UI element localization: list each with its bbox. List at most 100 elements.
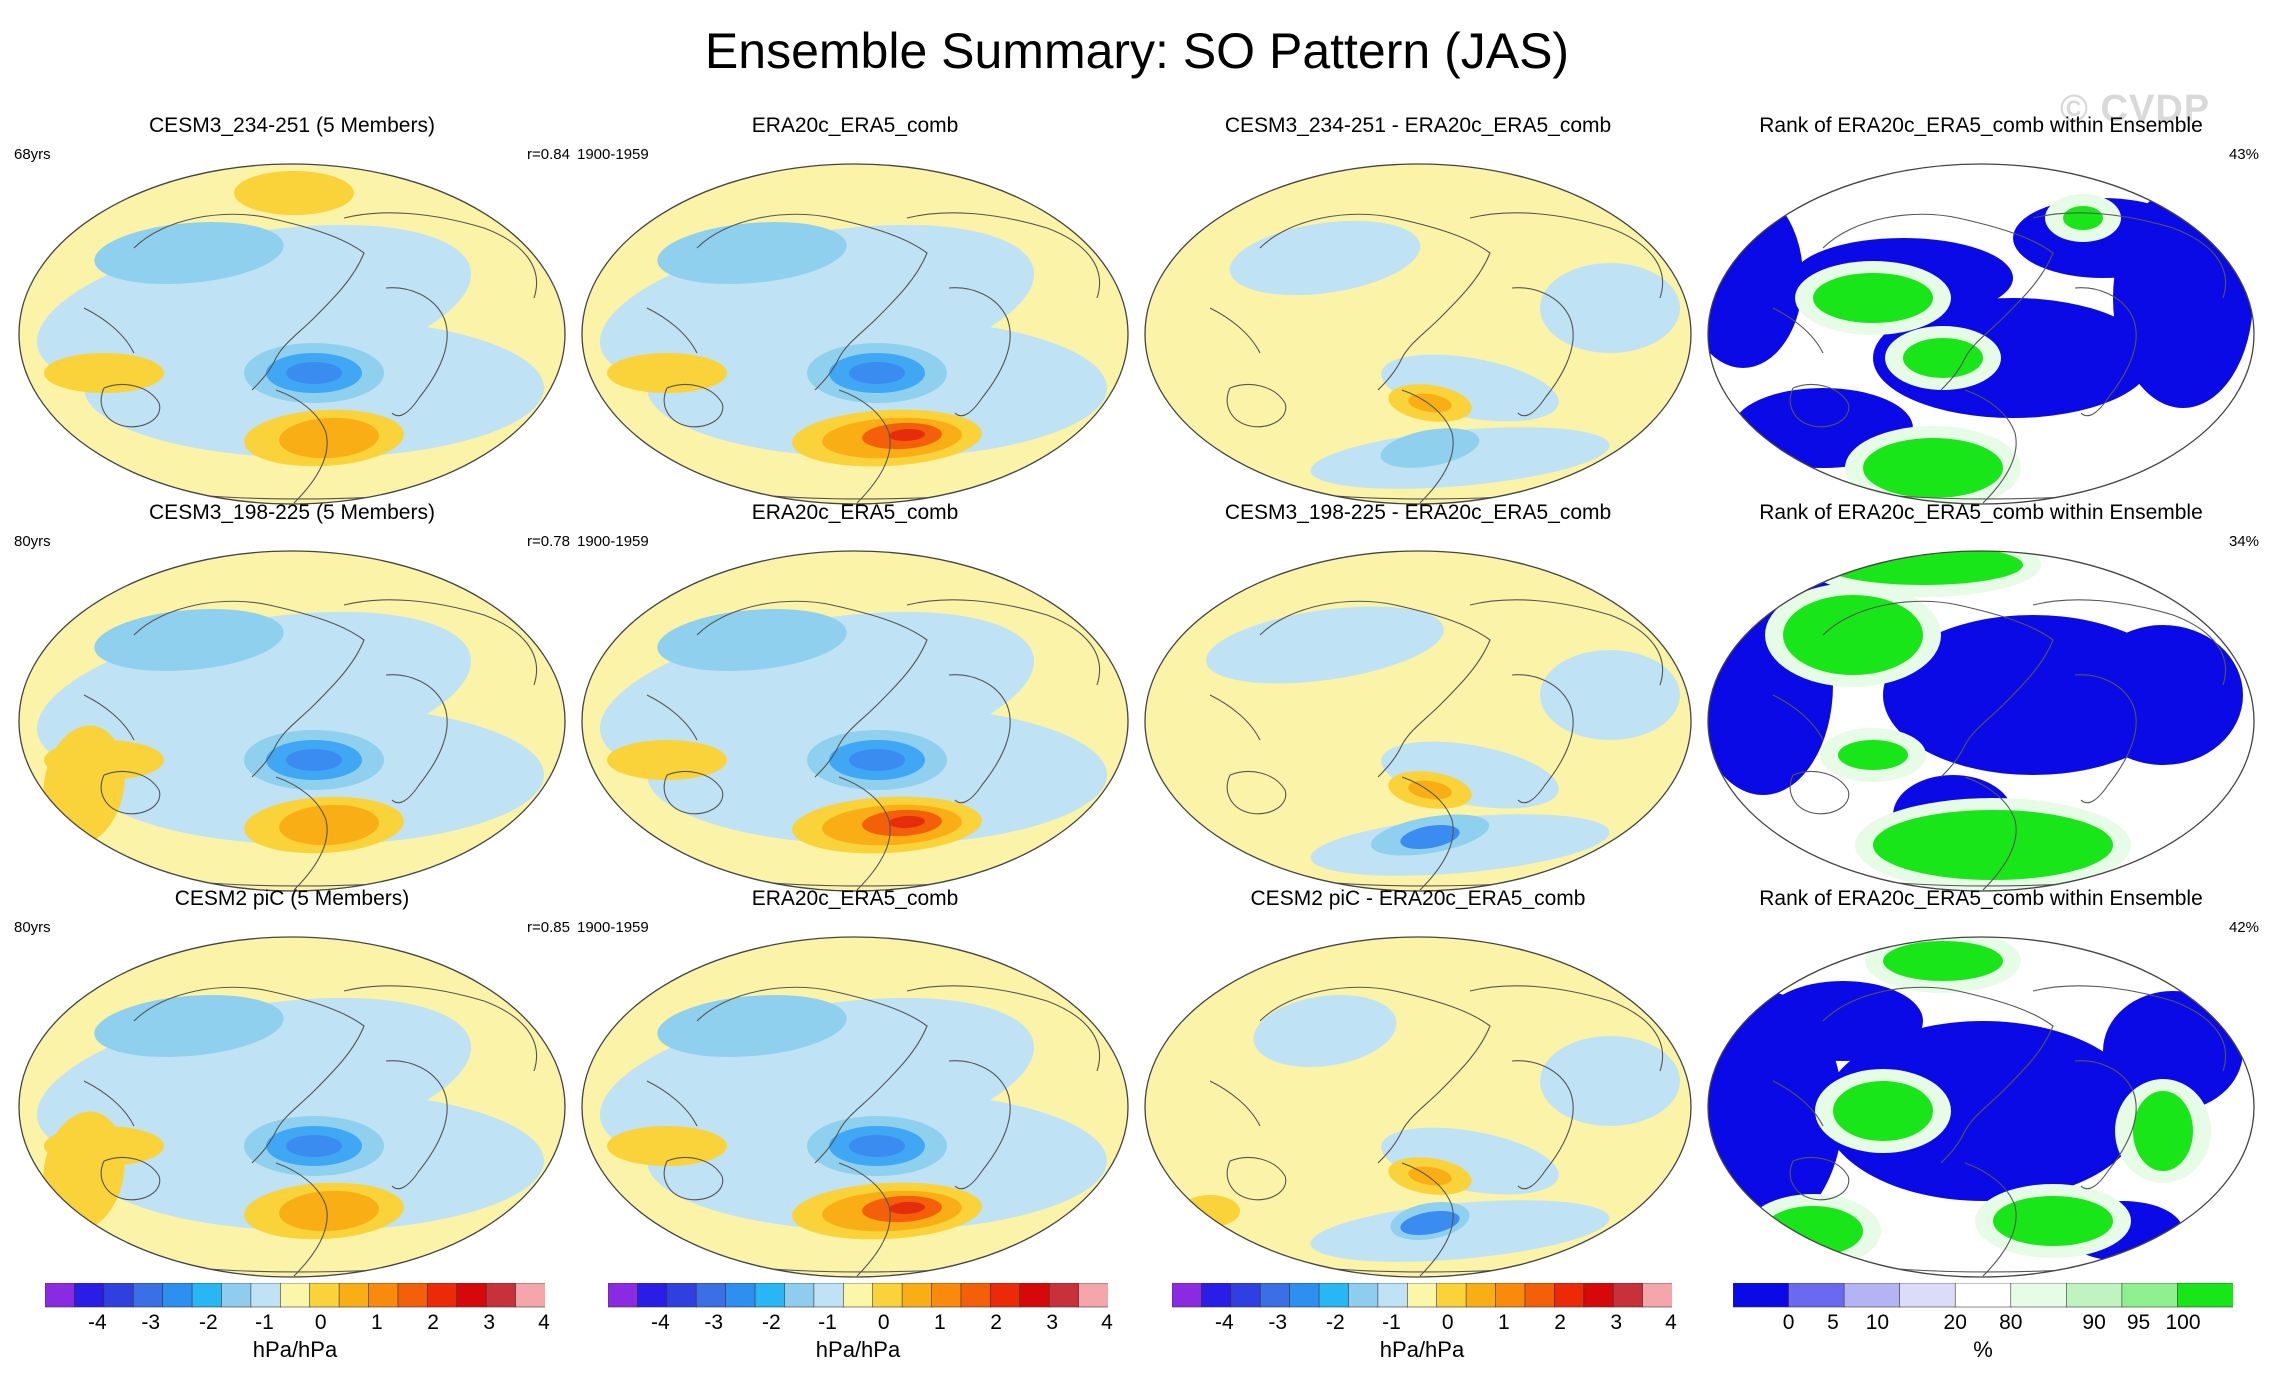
coastline xyxy=(696,986,928,1164)
rank-high-region xyxy=(1813,273,1933,323)
colorbar-swatches xyxy=(607,1282,1109,1308)
colorbar-tick-label: -3 xyxy=(1268,1311,1288,1334)
colorbar-swatch xyxy=(309,1282,340,1308)
panel-title: ERA20c_ERA5_comb xyxy=(751,501,959,524)
colorbar-tick-label: 90 xyxy=(2082,1311,2106,1334)
colorbar-swatch xyxy=(1377,1282,1409,1308)
positive-anomaly xyxy=(1408,393,1452,413)
colorbar-tick-label: 2 xyxy=(990,1311,1002,1334)
colorbar-tick-label: -3 xyxy=(704,1311,724,1334)
coastline xyxy=(906,985,1101,1072)
colorbar-swatch xyxy=(1788,1282,1845,1308)
coastline xyxy=(385,287,448,417)
coastline xyxy=(1822,213,2054,391)
rank-high-region xyxy=(1838,740,1908,770)
panel-left-annotation: 80yrs xyxy=(14,919,51,936)
colorbar-tick-label: 1 xyxy=(1498,1311,1510,1334)
colorbar-swatch xyxy=(132,1282,164,1308)
positive-anomaly xyxy=(607,353,727,393)
colorbar-tick-label: 4 xyxy=(1101,1311,1113,1334)
colorbar-tick-label: 3 xyxy=(483,1311,496,1334)
colorbar-units: hPa/hPa xyxy=(252,1337,338,1362)
map-plot xyxy=(1144,163,1692,505)
colorbar-swatch xyxy=(666,1282,698,1308)
positive-anomaly xyxy=(279,417,379,459)
coastline xyxy=(1259,600,1491,778)
panel-title: Rank of ERA20c_ERA5_comb within Ensemble xyxy=(1759,887,2203,910)
colorbar-tick-label: 5 xyxy=(1827,1311,1839,1334)
colorbar-swatch xyxy=(1436,1282,1467,1308)
negative-anomaly xyxy=(1540,1036,1680,1126)
negative-anomaly xyxy=(1540,650,1680,740)
obs-panel-1: ERA20c_ERA5_comb 1900-1959 xyxy=(577,114,1133,510)
ensemble-panel-1: CESM3_234-251 (5 Members) 68yrs r=0.84 xyxy=(14,114,570,510)
rank-high-region xyxy=(2063,206,2103,230)
map-border xyxy=(1707,936,2255,1278)
colorbar-swatch xyxy=(456,1282,487,1308)
colorbar-tick-label: 80 xyxy=(1999,1311,2023,1334)
negative-anomaly xyxy=(1310,427,1610,489)
rank-panel-2: Rank of ERA20c_ERA5_comb within Ensemble… xyxy=(1703,501,2259,897)
map-border xyxy=(1707,550,2255,892)
colorbar-tick-label: 0 xyxy=(1441,1311,1454,1334)
colorbar-swatch xyxy=(960,1282,992,1308)
colorbar-tick-label: 3 xyxy=(1610,1311,1623,1334)
positive-anomaly xyxy=(1408,1166,1452,1186)
map-plot xyxy=(581,163,1129,505)
negative-anomaly xyxy=(286,749,342,771)
rank-panel-3: Rank of ERA20c_ERA5_comb within Ensemble… xyxy=(1703,887,2259,1283)
coastline xyxy=(2032,985,2227,1072)
map-plot xyxy=(581,550,1129,892)
panel-title: CESM2 piC (5 Members) xyxy=(174,887,410,910)
coastline xyxy=(1401,389,1454,504)
coastline xyxy=(275,776,328,891)
rank-high-region xyxy=(1783,595,1923,675)
rank-high-region xyxy=(1993,1196,2113,1246)
colorbar-swatch xyxy=(162,1282,193,1308)
colorbar-swatch xyxy=(842,1282,874,1308)
coastline xyxy=(838,389,891,504)
colorbar-swatch xyxy=(1524,1282,1556,1308)
map-plot xyxy=(1144,550,1692,892)
map-border xyxy=(18,163,566,505)
colorbar: 0 5 10 20 80 90 95 100% xyxy=(1732,1282,2234,1373)
coastline xyxy=(133,213,365,391)
map-border xyxy=(1144,550,1692,892)
positive-anomaly xyxy=(234,171,354,215)
coastline xyxy=(1964,389,2017,504)
coastline xyxy=(275,389,328,504)
colorbar-swatch xyxy=(1843,1282,1901,1308)
positive-anomaly xyxy=(279,1190,379,1232)
figure-title: Ensemble Summary: SO Pattern (JAS) xyxy=(704,23,1570,79)
colorbar-tick-label: 4 xyxy=(538,1311,550,1334)
coastline xyxy=(343,985,538,1072)
map-plot xyxy=(1707,163,2255,505)
rank-low-region xyxy=(1763,981,1923,1061)
map-plot xyxy=(18,550,566,892)
positive-anomaly xyxy=(889,428,925,442)
colorbar-tick-label: 20 xyxy=(1943,1311,1967,1334)
negative-anomaly xyxy=(286,362,342,384)
negative-anomaly xyxy=(1540,263,1680,353)
colorbar-swatch xyxy=(990,1282,1021,1308)
coastline xyxy=(2032,599,2227,686)
colorbar-swatch xyxy=(1732,1282,1790,1308)
colorbar-tick-label: -4 xyxy=(651,1311,670,1334)
colorbar-swatch xyxy=(784,1282,815,1308)
negative-anomaly xyxy=(657,221,847,285)
panel-left-annotation: 68yrs xyxy=(14,146,51,163)
panel-title: CESM3_234-251 (5 Members) xyxy=(149,114,435,137)
colorbar-swatches xyxy=(1171,1282,1673,1308)
negative-anomaly xyxy=(1206,606,1444,684)
diff-panel-2: CESM3_198-225 - ERA20c_ERA5_comb xyxy=(1140,501,1696,897)
panel-title: CESM3_198-225 - ERA20c_ERA5_comb xyxy=(1224,501,1612,524)
diff-panel-1: CESM3_234-251 - ERA20c_ERA5_comb xyxy=(1140,114,1696,510)
colorbar-tick-label: 100 xyxy=(2165,1311,2201,1334)
colorbar-swatch xyxy=(2066,1282,2123,1308)
colorbar-swatch xyxy=(1318,1282,1350,1308)
coastline xyxy=(2074,674,2137,804)
colorbar-swatch xyxy=(250,1282,282,1308)
colorbar-swatch xyxy=(931,1282,962,1308)
cvdp-watermark: © CVDP xyxy=(2060,88,2211,130)
panel-title: Rank of ERA20c_ERA5_comb within Ensemble xyxy=(1759,114,2203,137)
